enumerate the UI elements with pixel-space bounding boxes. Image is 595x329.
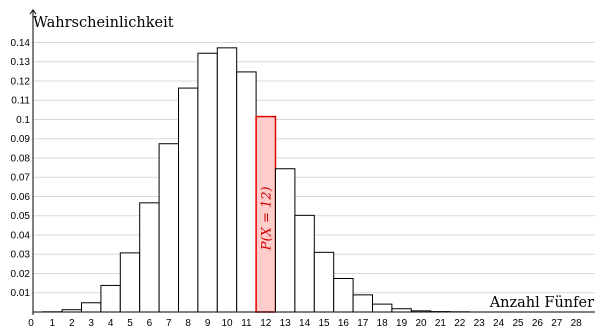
x-tick-label: 10 xyxy=(221,318,233,329)
highlight-annotation: P(X = 12) xyxy=(259,186,274,251)
x-tick-label: 25 xyxy=(512,318,524,329)
x-tick-label: 6 xyxy=(147,318,153,329)
y-axis-title: Wahrscheinlichkeit xyxy=(33,15,174,31)
x-tick-label: 27 xyxy=(551,318,563,329)
x-tick-label: 24 xyxy=(493,318,505,329)
y-tick-label: 0.06 xyxy=(11,192,31,203)
x-tick-label: 18 xyxy=(377,318,389,329)
x-tick-label: 12 xyxy=(260,318,272,329)
x-tick-label: 17 xyxy=(357,318,369,329)
y-tick-label: 0.14 xyxy=(11,38,31,49)
x-tick-labels: 0 1 2 3 4 5 6 7 8 9 10 11 12 13 14 15 16 17 18 19 20 21 22 23 24… xyxy=(28,318,582,329)
bar xyxy=(139,202,160,313)
bars xyxy=(42,47,471,313)
x-axis-title: Anzahl Fünfer xyxy=(489,295,594,311)
bar xyxy=(100,284,121,313)
bar xyxy=(216,47,238,313)
y-tick-label: 0.1 xyxy=(16,115,30,126)
x-tick-label: 13 xyxy=(280,318,292,329)
bar xyxy=(313,251,335,313)
x-tick-label: 21 xyxy=(435,318,447,329)
x-tick-label: 11 xyxy=(241,318,252,329)
x-tick-label: 2 xyxy=(69,318,75,329)
x-tick-label: 15 xyxy=(318,318,330,329)
x-tick-label: 1 xyxy=(50,318,56,329)
x-tick-label: 16 xyxy=(338,318,350,329)
x-tick-label: 23 xyxy=(474,318,486,329)
bar xyxy=(178,87,199,313)
bar xyxy=(352,294,374,313)
y-tick-label: 0.12 xyxy=(11,76,31,87)
y-tick-label: 0.05 xyxy=(11,211,31,222)
x-tick-label: 9 xyxy=(205,318,211,329)
bar xyxy=(372,303,393,313)
bar xyxy=(81,302,102,313)
y-tick-label: 0.04 xyxy=(11,230,31,241)
axes xyxy=(29,9,595,315)
y-tick-labels: 0.01 0.02 0.03 0.04 0.05 0.06 0.07 0.08 0.09 0.1 0… xyxy=(11,38,31,299)
bar xyxy=(236,71,257,313)
y-tick-label: 0.13 xyxy=(11,57,31,68)
x-tick-label: 8 xyxy=(185,318,191,329)
x-tick-label: 4 xyxy=(108,318,114,329)
y-tick-label: 0.09 xyxy=(11,134,31,145)
x-tick-label: 28 xyxy=(571,318,583,329)
x-tick-label: 3 xyxy=(88,318,94,329)
bar xyxy=(197,52,218,313)
bar xyxy=(275,168,296,313)
bar xyxy=(119,252,141,313)
bar xyxy=(294,214,315,313)
x-tick-label: 26 xyxy=(532,318,544,329)
y-tick-label: 0.03 xyxy=(11,250,31,261)
y-tick-label: 0.11 xyxy=(11,96,30,107)
bar xyxy=(158,143,180,313)
x-tick-label: 7 xyxy=(166,318,172,329)
x-tick-label: 14 xyxy=(299,318,311,329)
x-tick-label: 5 xyxy=(127,318,133,329)
x-tick-label: 22 xyxy=(454,318,466,329)
bar xyxy=(333,277,354,313)
y-tick-label: 0.08 xyxy=(11,153,31,164)
y-axis-arrow-icon xyxy=(29,9,37,15)
y-tick-label: 0.02 xyxy=(11,269,31,280)
y-tick-label: 0.01 xyxy=(11,288,31,299)
y-tick-label: 0.07 xyxy=(11,173,31,184)
x-tick-label: 19 xyxy=(396,318,408,329)
x-tick-label: 20 xyxy=(415,318,427,329)
x-tick-label: 0 xyxy=(28,318,34,329)
